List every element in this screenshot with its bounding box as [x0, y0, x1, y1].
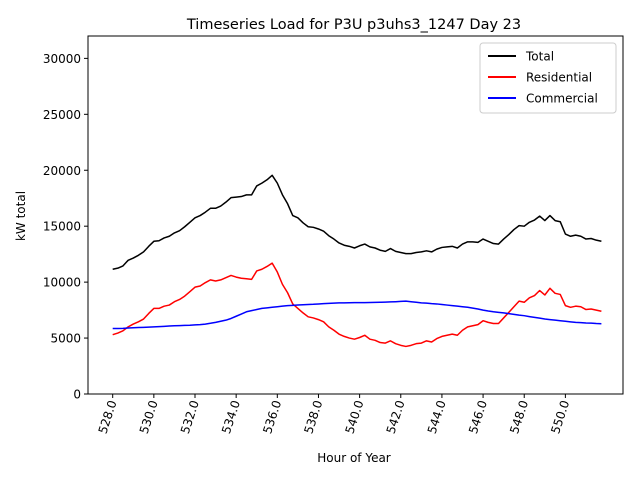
- x-tick-label: 532.0: [178, 399, 202, 436]
- x-axis-label: Hour of Year: [317, 451, 391, 465]
- y-axis: 0 5000 10000 15000 20000 25000 30000: [43, 52, 88, 402]
- legend-label-residential: Residential: [526, 71, 592, 85]
- y-tick-label: 30000: [43, 52, 81, 66]
- x-tick-label: 544.0: [425, 399, 449, 436]
- x-axis: 528.0 530.0 532.0 534.0 536.0 538.0 540.0 542.0…: [96, 394, 572, 436]
- legend: Total Residential Commercial: [479, 42, 617, 114]
- x-tick-label: 548.0: [507, 399, 531, 436]
- legend-label-total: Total: [525, 50, 554, 64]
- x-tick-label: 534.0: [219, 399, 243, 436]
- x-tick-label: 528.0: [96, 399, 120, 436]
- y-tick-label: 20000: [43, 164, 81, 178]
- y-tick-label: 25000: [43, 108, 81, 122]
- y-tick-label: 15000: [43, 220, 81, 234]
- x-tick-label: 550.0: [548, 399, 572, 436]
- legend-label-commercial: Commercial: [526, 92, 598, 106]
- y-axis-label: kW total: [14, 191, 28, 241]
- series-line-total: [112, 174, 602, 270]
- y-tick-label: 0: [73, 388, 81, 402]
- legend-box: [479, 42, 617, 114]
- chart-title: Timeseries Load for P3U p3uhs3_1247 Day …: [186, 17, 521, 33]
- x-tick-label: 530.0: [137, 399, 161, 436]
- x-tick-label: 536.0: [260, 399, 284, 436]
- series-line-residential: [112, 262, 602, 348]
- x-tick-label: 540.0: [343, 399, 367, 436]
- series-lines: [112, 174, 602, 348]
- y-tick-label: 5000: [50, 332, 81, 346]
- x-tick-label: 542.0: [384, 399, 408, 436]
- y-tick-label: 10000: [43, 276, 81, 290]
- plot-area: [87, 35, 624, 395]
- x-tick-label: 538.0: [301, 399, 325, 436]
- series-line-commercial: [112, 300, 602, 330]
- x-tick-label: 546.0: [466, 399, 490, 436]
